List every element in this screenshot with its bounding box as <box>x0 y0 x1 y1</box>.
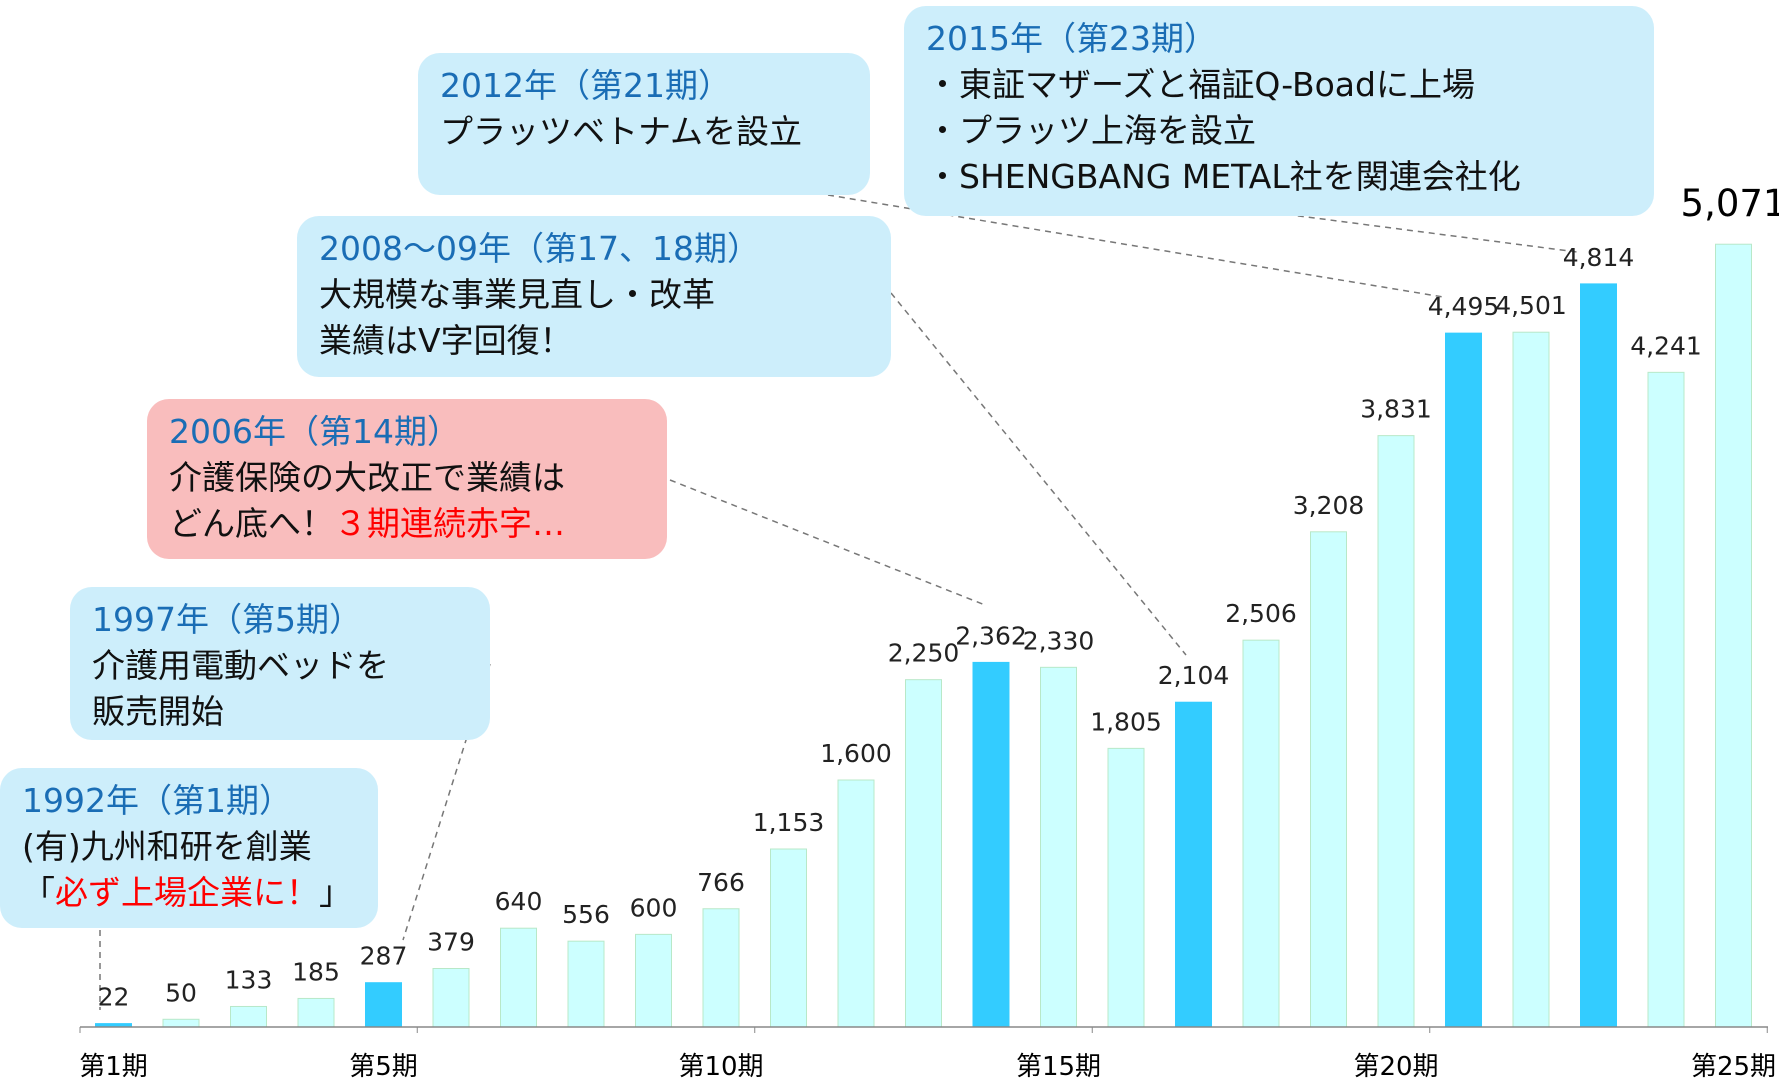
value-label: 2,330 <box>1023 626 1095 655</box>
bar <box>635 933 672 1028</box>
bar <box>1107 747 1145 1028</box>
bar <box>1175 701 1212 1028</box>
bar <box>297 997 335 1028</box>
bar <box>1310 531 1347 1028</box>
bar <box>1580 283 1617 1028</box>
annotation-line: 介護保険の大改正で業績は <box>169 455 645 501</box>
annotation-text: プラッツベトナムを設立 <box>440 112 803 151</box>
bar <box>1242 639 1280 1028</box>
value-label: 50 <box>165 978 197 1007</box>
x-tick-label: 第15期 <box>1016 1052 1101 1082</box>
annotation-box: 1997年（第5期） 介護用電動ベッドを 販売開始 <box>70 587 490 740</box>
bar <box>1377 435 1415 1028</box>
annotation-box: 2006年（第14期） 介護保険の大改正で業績は どん底へ！３期連続赤字… <box>147 399 667 559</box>
x-tick-label: 第5期 <box>349 1052 418 1082</box>
annotation-line: 大規模な事業見直し・改革 <box>319 272 869 318</box>
annotation-box: 2015年（第23期） ・東証マザーズと福証Q-Boadに上場 ・プラッツ上海を設立… <box>904 6 1654 216</box>
annotation-text: ・東証マザーズと福証Q-Boadに上場 <box>926 65 1475 104</box>
value-label: 2,506 <box>1225 599 1297 628</box>
annotation-title: 2012年（第21期） <box>440 66 731 105</box>
bar <box>1647 371 1685 1028</box>
annotation-line: ・東証マザーズと福証Q-Boadに上場 <box>926 62 1632 108</box>
annotation-title: 2015年（第23期） <box>926 19 1217 58</box>
bar <box>365 982 402 1028</box>
annotation-text: 介護保険の大改正で業績は <box>169 458 565 497</box>
value-label: 2,362 <box>955 621 1027 650</box>
value-label: 1,805 <box>1090 707 1162 736</box>
x-tick-label: 第1期 <box>79 1052 148 1082</box>
bar <box>905 679 942 1028</box>
bar <box>500 927 537 1028</box>
value-label: 4,501 <box>1495 291 1567 320</box>
annotation-text: 大規模な事業見直し・改革 <box>319 275 715 314</box>
annotation-text: 」 <box>319 873 352 912</box>
annotation-line: プラッツベトナムを設立 <box>440 109 848 155</box>
value-label: 556 <box>562 900 610 929</box>
annotation-title: 2008～09年（第17、18期） <box>319 229 760 268</box>
annotation-title: 1992年（第1期） <box>22 781 292 820</box>
x-tick-label: 第20期 <box>1353 1052 1438 1082</box>
annotation-text: どん底へ！ <box>169 504 334 543</box>
value-label: 22 <box>98 983 130 1012</box>
x-tick-label: 第25期 <box>1691 1052 1776 1082</box>
bar <box>1445 332 1482 1028</box>
annotation-line: 介護用電動ベッドを <box>92 643 468 689</box>
annotation-line: (有)九州和研を創業 <box>22 824 356 870</box>
bar <box>230 1005 267 1028</box>
value-label: 3,831 <box>1360 395 1432 424</box>
annotation-line: どん底へ！３期連続赤字… <box>169 501 645 547</box>
annotation-line: 販売開始 <box>92 689 468 735</box>
value-label: 5,071 <box>1681 182 1779 225</box>
bar <box>1512 331 1550 1028</box>
annotation-title: 2006年（第14期） <box>169 412 460 451</box>
annotation-box: 1992年（第1期） (有)九州和研を創業 「必ず上場企業に！」 <box>0 768 378 928</box>
annotation-text: 「 <box>22 873 55 912</box>
bar <box>567 940 605 1028</box>
leader-line <box>890 292 1187 656</box>
annotation-line: 「必ず上場企業に！」 <box>22 870 356 916</box>
annotation-title: 1997年（第5期） <box>92 600 362 639</box>
annotation-line: ・プラッツ上海を設立 <box>926 108 1632 154</box>
bar <box>162 1018 200 1028</box>
annotation-text: 必ず上場企業に！ <box>55 873 319 912</box>
bar <box>1040 666 1077 1028</box>
annotation-text: ・SHENGBANG METAL社を関連会社化 <box>926 157 1521 196</box>
bar <box>972 661 1010 1028</box>
annotation-line: 業績はV字回復！ <box>319 318 869 364</box>
annotation-text: 業績はV字回復！ <box>319 321 573 360</box>
annotation-text: 販売開始 <box>92 692 224 731</box>
value-label: 600 <box>630 893 678 922</box>
value-label: 2,104 <box>1158 661 1230 690</box>
value-label: 766 <box>697 868 745 897</box>
annotation-text: (有)九州和研を創業 <box>22 827 312 866</box>
bar <box>837 779 875 1028</box>
value-label: 4,814 <box>1563 243 1635 272</box>
value-label: 287 <box>360 942 408 971</box>
value-label: 133 <box>225 965 273 994</box>
annotation-text: 介護用電動ベッドを <box>92 646 389 685</box>
value-label: 1,600 <box>820 739 892 768</box>
annotation-text: ・プラッツ上海を設立 <box>926 111 1256 150</box>
annotation-text: ３期連続赤字… <box>334 504 565 543</box>
value-label: 640 <box>495 887 543 916</box>
value-label: 1,153 <box>753 808 825 837</box>
annotation-box: 2012年（第21期） プラッツベトナムを設立 <box>418 53 870 195</box>
value-label: 4,495 <box>1428 292 1500 321</box>
annotation-box: 2008～09年（第17、18期） 大規模な事業見直し・改革 業績はV字回復！ <box>297 216 891 377</box>
bar <box>1715 243 1752 1028</box>
leader-line <box>669 479 986 606</box>
value-label: 3,208 <box>1293 491 1365 520</box>
annotation-line: ・SHENGBANG METAL社を関連会社化 <box>926 154 1632 200</box>
x-tick-label: 第10期 <box>678 1052 763 1082</box>
value-label: 4,241 <box>1630 331 1702 360</box>
leader-line <box>1275 212 1578 253</box>
value-label: 379 <box>427 927 475 956</box>
value-label: 185 <box>292 957 340 986</box>
bar <box>702 908 740 1028</box>
value-label: 2,250 <box>888 639 960 668</box>
bar <box>770 848 807 1028</box>
bar <box>432 967 470 1028</box>
